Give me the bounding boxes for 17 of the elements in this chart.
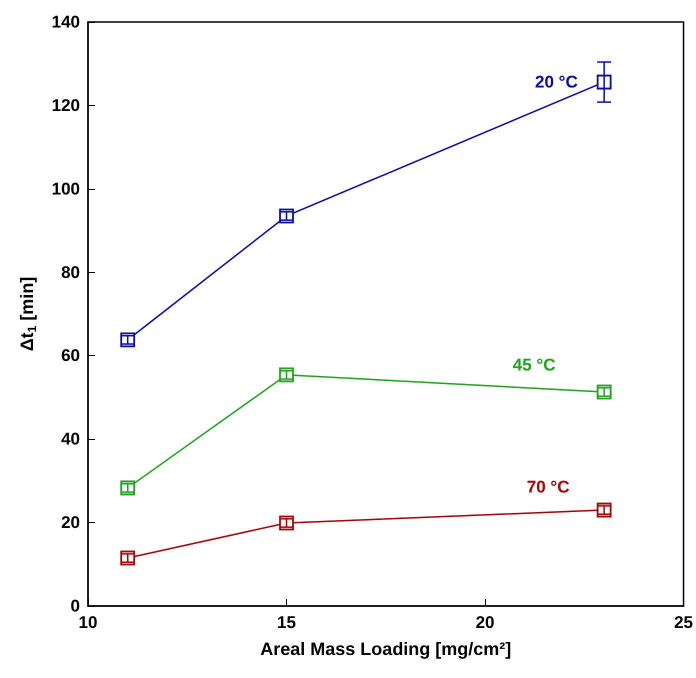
series-label: 45 °C — [512, 356, 556, 375]
y-tick-label: 140 — [52, 12, 80, 32]
x-tick-label: 25 — [674, 613, 694, 632]
y-tick-label: 40 — [61, 430, 80, 449]
y-tick-label: 80 — [61, 262, 80, 282]
y-tick-label: 20 — [61, 513, 80, 532]
x-tick-label: 10 — [78, 613, 98, 632]
series-label: 20 °C — [535, 72, 578, 92]
x-axis-title: Areal Mass Loading [mg/cm²] — [260, 639, 512, 659]
y-tick-label: 0 — [70, 596, 80, 616]
y-tick-label: 120 — [52, 96, 80, 115]
y-tick-label: 100 — [52, 179, 80, 198]
x-tick-label: 15 — [277, 613, 296, 632]
y-axis-title: Δt1 [min] — [17, 276, 39, 352]
x-tick-label: 20 — [476, 613, 494, 632]
series-label: 70 °C — [526, 478, 570, 497]
y-tick-label: 60 — [61, 346, 80, 366]
